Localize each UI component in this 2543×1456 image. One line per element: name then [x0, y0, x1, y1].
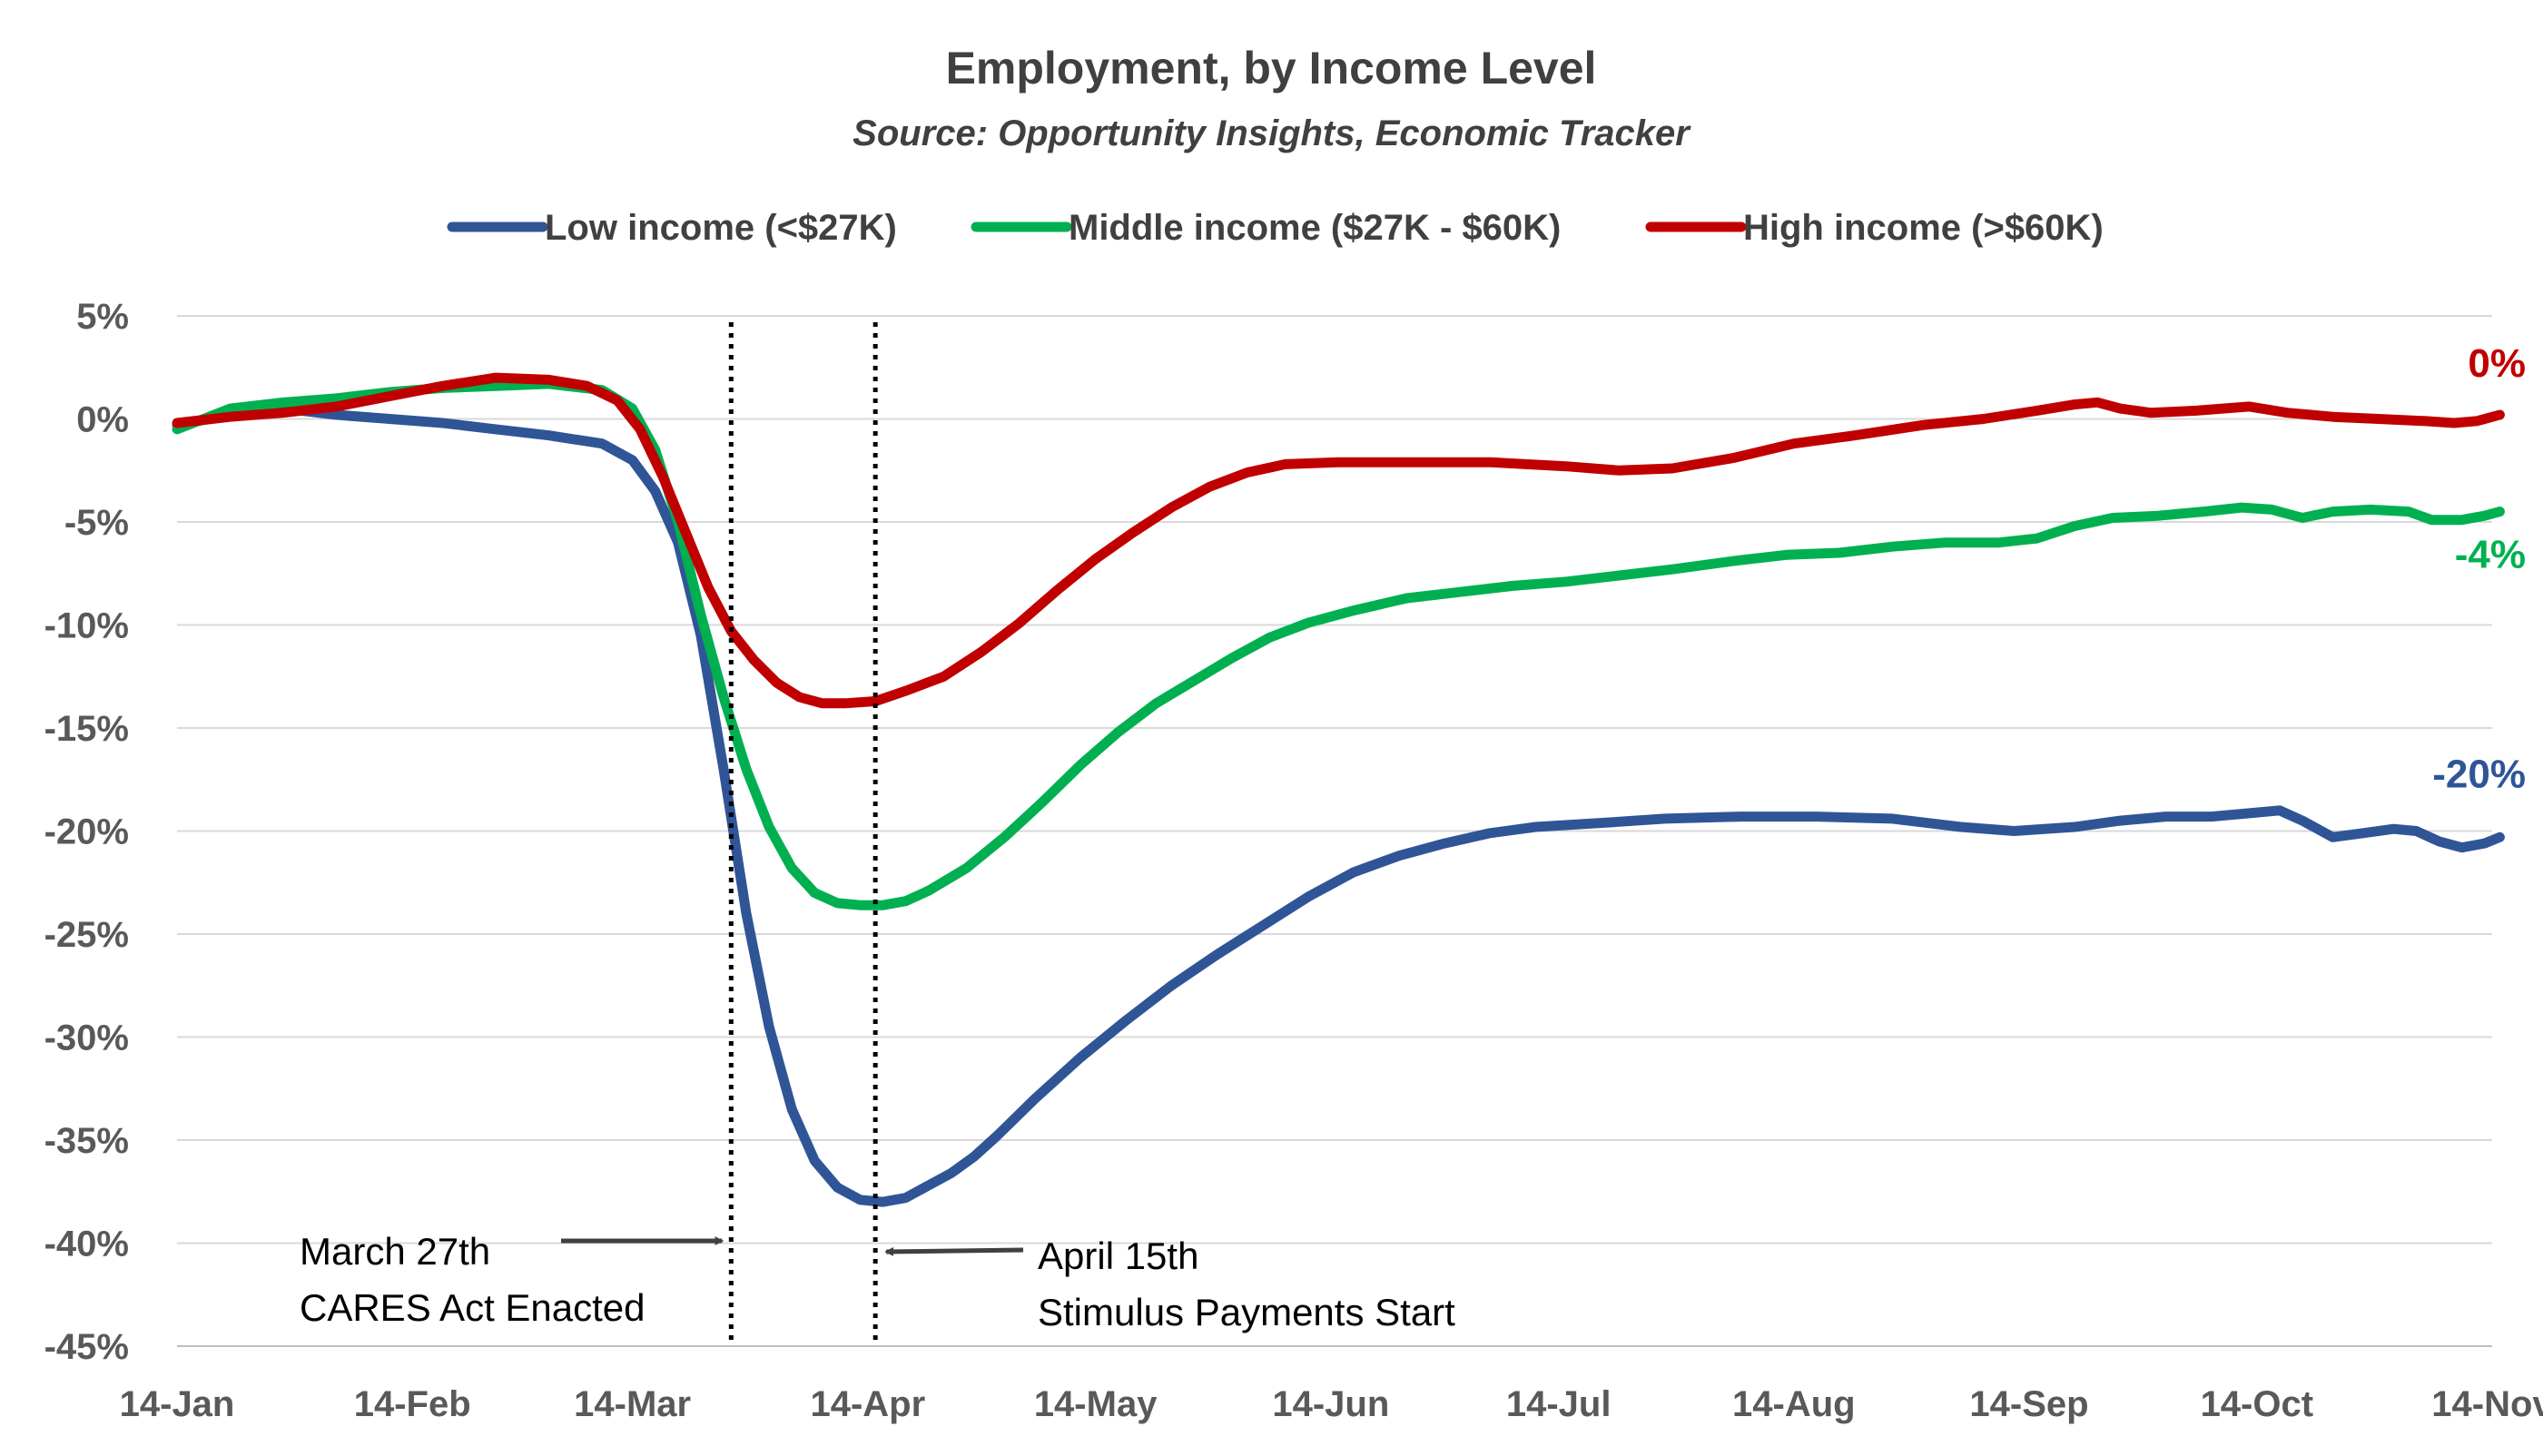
legend-label: Low income (<$27K) [545, 208, 897, 248]
legend-label: Middle income ($27K - $60K) [1069, 208, 1561, 248]
y-tick-label: -10% [44, 606, 129, 646]
x-axis: 14-Jan 14-Feb 14-Mar 14-Apr 14-May 14-Jun 14-J… [120, 1345, 2543, 1424]
series-end-label: -20% [2432, 752, 2526, 796]
x-tick-label: 14-Aug [1732, 1384, 1856, 1424]
annotation-arrow [884, 1246, 1024, 1256]
gridlines [177, 315, 2492, 1244]
x-tick-label: 14-Feb [354, 1384, 471, 1424]
y-tick-label: 5% [76, 297, 129, 337]
y-tick-label: -35% [44, 1121, 129, 1161]
chart-subtitle: Source: Opportunity Insights, Economic T… [853, 113, 1691, 153]
legend-label: High income (>$60K) [1743, 208, 2104, 248]
y-tick-label: -15% [44, 709, 129, 749]
y-tick-label: 0% [76, 400, 129, 440]
x-tick-label: 14-Oct [2201, 1384, 2314, 1424]
annotation-text: April 15th [1038, 1235, 1198, 1277]
y-tick-label: -20% [44, 812, 129, 852]
annotation-text: Stimulus Payments Start [1038, 1291, 1455, 1333]
series-lines [172, 372, 2505, 1207]
x-tick-label: 14-Apr [810, 1384, 925, 1424]
chart-title: Employment, by Income Level [946, 43, 1597, 93]
y-tick-label: -45% [44, 1327, 129, 1367]
series-end-label: -4% [2455, 533, 2526, 577]
x-tick-label: 14-Nov [2431, 1384, 2543, 1424]
y-tick-label: -5% [64, 503, 129, 543]
series-end-label: 0% [2468, 341, 2526, 386]
y-axis: 5% 0% -5% -10% -15% -20% -25% -30% -35% -40% -45% [44, 297, 129, 1367]
annotations: March 27th CARES Act Enacted April 15th Sti… [300, 322, 1455, 1346]
legend: Low income (<$27K) Middle income ($27K - … [447, 208, 2104, 248]
end-labels: -20% -4% 0% [2432, 341, 2526, 796]
annotation-text: March 27th [300, 1230, 490, 1273]
y-tick-label: -40% [44, 1225, 129, 1264]
x-tick-label: 14-Jun [1272, 1384, 1389, 1424]
series-line [172, 403, 2505, 1207]
x-tick-label: 14-Mar [574, 1384, 691, 1424]
x-tick-label: 14-May [1034, 1384, 1158, 1424]
x-tick-label: 14-Sep [1969, 1384, 2088, 1424]
series-line [172, 372, 2505, 709]
x-tick-label: 14-Jul [1506, 1384, 1612, 1424]
x-tick-label: 14-Jan [120, 1384, 235, 1424]
y-tick-label: -30% [44, 1018, 129, 1058]
annotation-text: CARES Act Enacted [300, 1286, 646, 1329]
y-tick-label: -25% [44, 915, 129, 955]
